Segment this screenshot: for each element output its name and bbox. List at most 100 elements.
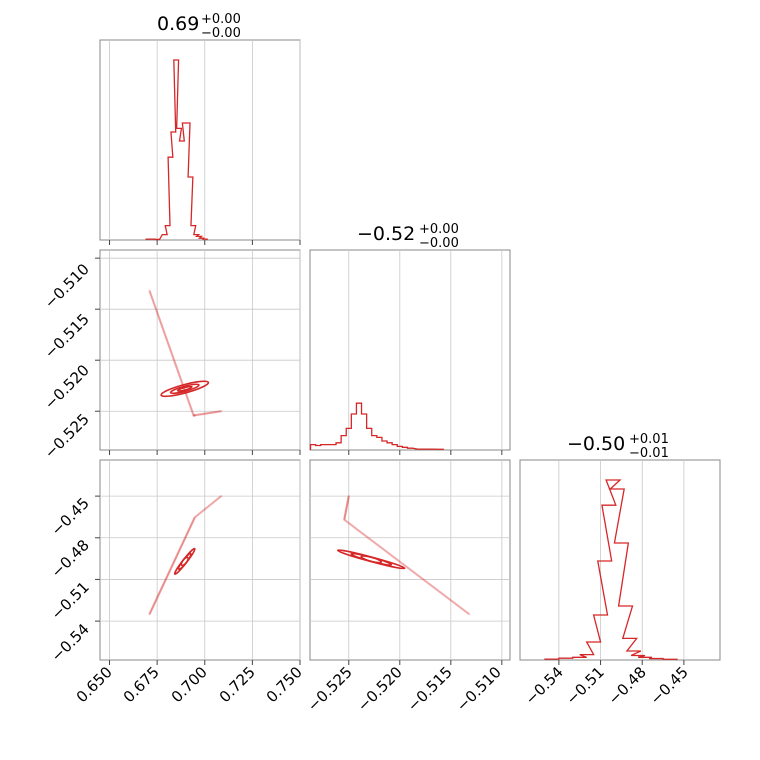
sample-point	[454, 602, 457, 606]
sample-point	[351, 525, 355, 528]
sample-point	[161, 327, 165, 330]
sample-point	[435, 588, 438, 591]
sample-point	[462, 608, 465, 612]
sample-point	[170, 565, 173, 568]
sample-point	[346, 502, 349, 505]
sample-point	[181, 542, 184, 545]
sample-point	[203, 412, 207, 415]
sample-point	[195, 413, 199, 417]
sample-point	[344, 510, 348, 513]
sample-point	[199, 511, 203, 514]
sample-point	[426, 581, 430, 585]
sample-point	[382, 548, 385, 551]
sample-point	[172, 358, 176, 362]
histogram-step-p1	[309, 402, 444, 450]
sample-point	[208, 411, 212, 415]
sample-point	[149, 291, 152, 295]
sample-point	[430, 584, 434, 588]
sample-point	[151, 297, 154, 300]
sample-point	[395, 558, 399, 561]
sample-point	[188, 403, 192, 407]
sample-point	[171, 353, 174, 357]
sample-point	[169, 568, 172, 571]
sample-point	[156, 311, 159, 315]
sample-point	[169, 348, 172, 351]
sample-point	[164, 577, 168, 580]
sample-point	[191, 520, 194, 524]
sample-point	[375, 542, 378, 546]
sample-point	[168, 347, 172, 350]
sample-point	[415, 573, 419, 577]
sample-point	[190, 521, 194, 525]
sample-point	[179, 376, 182, 379]
sample-point	[442, 593, 445, 596]
sample-point	[416, 574, 420, 577]
title-p1-value: −0.52	[357, 223, 415, 245]
sample-point	[167, 571, 170, 575]
sample-point	[419, 576, 422, 579]
sample-point	[195, 514, 198, 518]
sample-point	[376, 543, 380, 547]
sample-point	[150, 295, 153, 298]
sample-point	[343, 516, 346, 519]
sample-point	[460, 607, 463, 610]
sample-point	[440, 591, 443, 595]
sample-point	[456, 604, 459, 607]
x-tick-label-p2-2: −0.48	[605, 663, 650, 708]
sample-point	[151, 298, 154, 301]
sample-point	[177, 370, 180, 374]
x-tick-label-p0-2: 0.700	[168, 663, 211, 706]
sample-point	[149, 610, 152, 614]
contour-p2-p1	[360, 555, 383, 564]
panel-scatter-p2-p1	[309, 459, 511, 661]
sample-point	[155, 598, 158, 601]
sample-point	[345, 504, 349, 508]
sample-point	[425, 580, 428, 584]
sample-point	[353, 526, 357, 530]
sample-point	[344, 519, 348, 523]
sample-point	[216, 410, 220, 413]
sample-point	[345, 506, 348, 510]
sample-point	[159, 322, 163, 325]
sample-point	[212, 411, 216, 414]
sample-point	[211, 501, 215, 504]
sample-point	[154, 598, 158, 602]
sample-point	[453, 602, 457, 605]
sample-point	[420, 577, 424, 580]
sample-point	[176, 368, 179, 371]
sample-point	[377, 544, 380, 547]
sample-point	[387, 552, 390, 555]
sample-point	[166, 574, 169, 578]
panel-scatter-p2-p0	[99, 459, 301, 661]
sample-point	[453, 601, 456, 605]
sample-point	[405, 565, 408, 568]
contour-p1-p0	[176, 385, 193, 392]
sample-point	[182, 540, 185, 544]
sample-point	[444, 595, 447, 598]
sample-point	[218, 410, 221, 413]
sample-point	[187, 400, 191, 404]
sample-point	[201, 510, 204, 513]
sample-point	[216, 498, 219, 501]
sample-point	[180, 379, 183, 382]
sample-point	[181, 541, 185, 544]
sample-point	[346, 498, 350, 502]
sample-point	[386, 551, 390, 554]
sample-point	[439, 591, 442, 594]
sample-point	[200, 510, 203, 513]
sample-point	[390, 554, 393, 557]
sample-point	[166, 340, 169, 344]
y-tick-label-p1-3: −0.510	[41, 260, 93, 312]
sample-point	[148, 290, 151, 293]
sample-point	[347, 494, 350, 498]
sample-point	[174, 557, 177, 560]
y-tick-label-p2-2: −0.48	[48, 536, 93, 581]
sample-point	[191, 412, 195, 416]
sample-point	[422, 578, 425, 581]
sample-point	[345, 504, 349, 507]
sample-point	[394, 557, 397, 560]
x-tick-label-p2-0: −0.54	[522, 663, 567, 708]
sample-point	[385, 550, 388, 553]
x-tick-labels-p1: −0.525 −0.520 −0.515 −0.510	[304, 663, 505, 715]
sample-point	[155, 309, 158, 312]
